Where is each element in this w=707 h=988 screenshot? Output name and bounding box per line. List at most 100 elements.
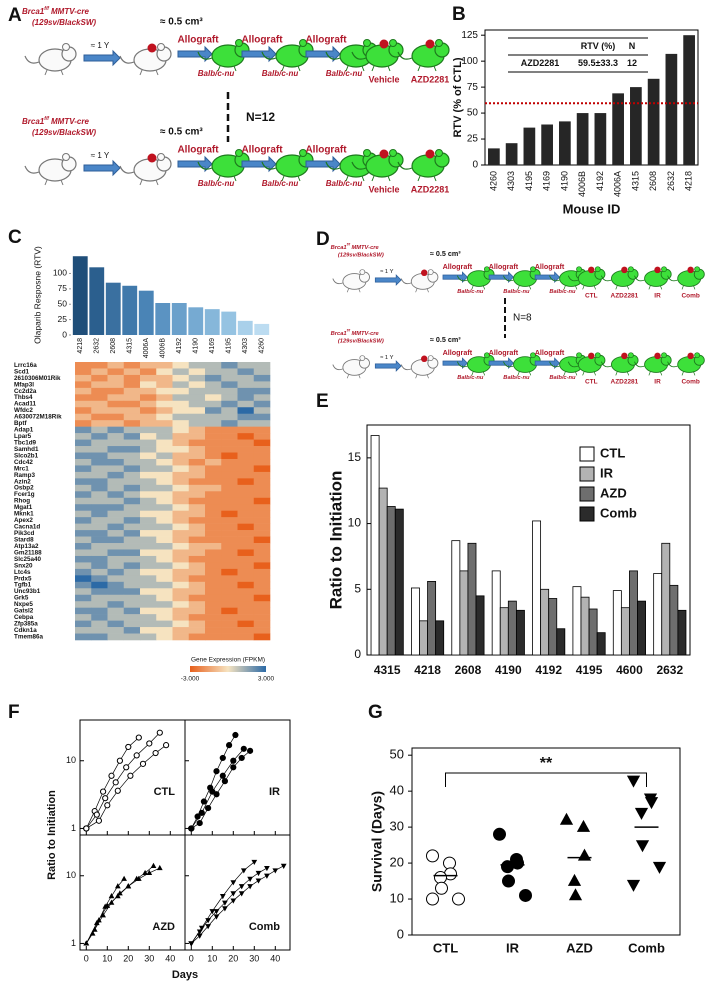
heatmap-cell (75, 607, 92, 615)
heatmap-cell (140, 588, 157, 596)
gene-label: Snx20 (14, 562, 33, 569)
bar (620, 607, 630, 656)
heatmap-cell (205, 575, 222, 583)
y-tick-label: 10 (66, 870, 76, 880)
heatmap-cell (156, 381, 173, 389)
heatmap-cell (75, 627, 92, 634)
heatmap-cell (172, 407, 190, 415)
heatmap-cell (75, 458, 92, 466)
heatmap-cell (140, 491, 157, 499)
heatmap-cell (107, 536, 125, 544)
mouse-tail (197, 161, 213, 170)
mouse-leg (297, 65, 301, 72)
point (426, 849, 439, 863)
heatmap-cell (188, 504, 206, 511)
heatmap-cell (123, 594, 141, 602)
point (135, 875, 142, 881)
heatmap-cell (172, 607, 190, 615)
point (493, 827, 506, 841)
heatmap-cell (123, 530, 141, 537)
table-cell: 12 (627, 58, 637, 68)
heatmap-cell (237, 426, 255, 434)
heatmap-cell (75, 387, 92, 395)
heatmap-cell (237, 458, 255, 466)
heatmap-cell (172, 413, 190, 421)
mouse-tail (503, 361, 514, 368)
heatmap-cell (253, 387, 271, 395)
gene-label: Cc2d2a (14, 388, 37, 395)
heatmap-cell (75, 471, 92, 479)
heatmap-cell (91, 368, 108, 376)
step-label: Allograft (535, 262, 565, 271)
gene-label: Apex2 (14, 517, 33, 524)
mouse-leg (471, 285, 474, 290)
mouse-leg (529, 371, 532, 376)
heatmap-cell (237, 368, 255, 376)
bar (378, 487, 388, 656)
heatmap-cell (253, 620, 271, 628)
heatmap-cell (205, 446, 222, 453)
heatmap-cell (205, 478, 222, 486)
bar (488, 148, 500, 165)
heatmap-cell (188, 491, 206, 499)
heatmap-cell (156, 374, 173, 382)
heatmap-cell (172, 374, 190, 382)
mouse-leg (417, 175, 421, 182)
host-label: Balb/c-nu (503, 289, 530, 295)
x-tick-label: 2632 (666, 171, 676, 191)
heatmap-cell (107, 400, 125, 408)
heatmap-cell (91, 362, 108, 369)
mouse-ear (427, 269, 434, 275)
point (626, 775, 641, 788)
mouse-tail (567, 361, 579, 368)
heatmap-cell (107, 510, 125, 518)
mouse-ear (157, 43, 165, 51)
host-label: Balb/c-nu (262, 69, 299, 78)
heatmap-cell (205, 439, 222, 447)
heatmap-cell (253, 426, 271, 434)
mouse-leg (693, 371, 696, 376)
gene-label: Fcer1g (14, 491, 35, 498)
heatmap-cell (140, 458, 157, 466)
point (196, 819, 203, 827)
mouse-ear (363, 39, 371, 47)
point (230, 898, 237, 904)
mouse-ear (661, 266, 667, 273)
heatmap-cell (221, 471, 238, 479)
point (102, 903, 109, 909)
heatmap-cell (172, 575, 190, 583)
legend-title: Gene Expression (FPKM) (191, 657, 265, 664)
point (255, 870, 262, 877)
point (247, 884, 253, 890)
mouse-ear (661, 352, 667, 359)
heatmap-cell (91, 458, 108, 466)
bar (72, 256, 88, 335)
mouse-leg (626, 285, 630, 290)
mouse-leg (433, 65, 437, 72)
point (652, 861, 667, 874)
mouse-leg (217, 175, 221, 182)
x-tick-label: 4006A (143, 338, 150, 359)
mouse-leg (482, 285, 486, 290)
heatmap-cell (140, 555, 157, 563)
mouse-leg (582, 285, 585, 290)
x-axis-title: Days (172, 969, 198, 981)
heatmap-cell (205, 627, 222, 634)
mouse-leg (281, 175, 285, 182)
heatmap-cell (221, 594, 238, 602)
heatmap-cell (107, 413, 125, 421)
strain-background: (129sv/BlackSW) (338, 338, 384, 344)
heatmap-cell (156, 368, 173, 376)
bar (661, 542, 671, 656)
heatmap-cell (188, 588, 206, 596)
heatmap-cell (140, 620, 157, 628)
heatmap-cell (237, 465, 255, 473)
heatmap-cell (156, 362, 173, 369)
heatmap-cell (123, 562, 141, 570)
x-tick-label: IR (506, 940, 520, 955)
bar (394, 508, 404, 656)
heatmap-cell (172, 381, 190, 389)
heatmap-cell (221, 510, 238, 518)
heatmap-cell (172, 504, 190, 511)
y-axis-title: Survival (Days) (369, 791, 385, 892)
